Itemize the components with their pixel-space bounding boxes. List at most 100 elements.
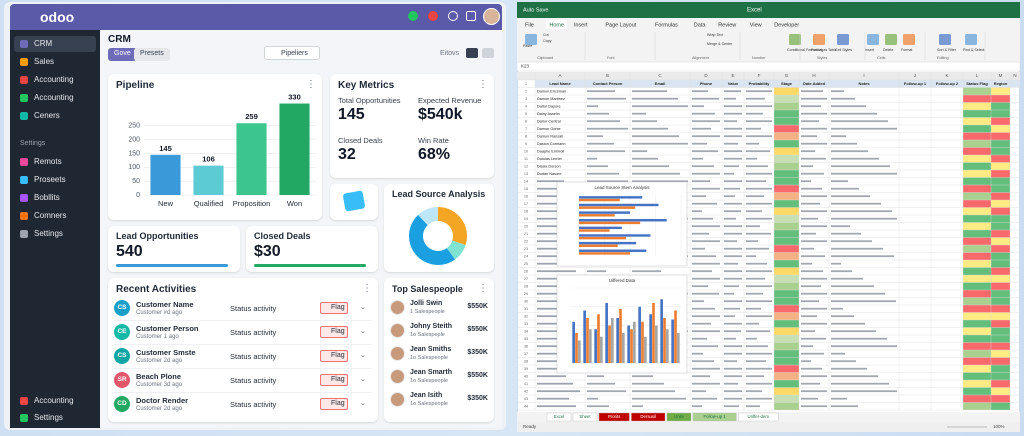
- region-cell: [991, 282, 1010, 290]
- status-cell: [963, 222, 991, 230]
- cell-placeholder: [831, 285, 874, 288]
- bar: [579, 234, 651, 237]
- nav-item[interactable]: Accounting: [34, 75, 74, 84]
- sheet-tab-label[interactable]: Units: [674, 414, 684, 419]
- cell-placeholder: [537, 217, 563, 220]
- nav-item[interactable]: Settings: [34, 229, 63, 238]
- ribbon-button[interactable]: Find & Select: [963, 48, 984, 52]
- view-toggle[interactable]: [466, 48, 478, 58]
- ribbon-tab[interactable]: Data: [694, 22, 707, 28]
- nav-item[interactable]: Remots: [34, 157, 62, 166]
- ribbon-tab[interactable]: Formulas: [655, 22, 678, 28]
- flag-button[interactable]: Flag: [320, 326, 348, 338]
- apps-icon[interactable]: [466, 11, 476, 21]
- cell-placeholder: [831, 120, 888, 123]
- sheet-tab[interactable]: [546, 412, 572, 422]
- region-cell: [991, 297, 1010, 305]
- cell-placeholder: [831, 180, 848, 183]
- sheet-tab-label[interactable]: Excel: [554, 414, 565, 419]
- sheet-tab[interactable]: [572, 412, 598, 422]
- nav-item[interactable]: Sales: [34, 57, 55, 66]
- notification-icon[interactable]: [428, 11, 438, 21]
- ribbon-button[interactable]: Format as Table: [811, 48, 837, 52]
- cell-placeholder: [746, 307, 761, 310]
- row-number: 8: [525, 134, 527, 138]
- chevron[interactable]: ⌄: [360, 400, 366, 407]
- sheet-tab[interactable]: [666, 412, 692, 422]
- chevron[interactable]: ⌄: [360, 304, 366, 311]
- bar: [579, 214, 615, 217]
- ribbon-button[interactable]: Cut: [543, 33, 549, 37]
- region-cell: [991, 140, 1010, 148]
- nav-item[interactable]: Comners: [34, 211, 67, 220]
- ribbon-tab[interactable]: Developer: [774, 22, 799, 28]
- ribbon-button[interactable]: Wrap Text: [707, 33, 723, 37]
- row-number: 43: [524, 397, 528, 401]
- bar: [236, 123, 267, 195]
- ribbon-button[interactable]: Copy: [543, 39, 552, 43]
- stage-cell: [774, 260, 799, 268]
- row-number: 28: [524, 284, 528, 288]
- ribbon-button[interactable]: Insert: [865, 48, 874, 52]
- menu[interactable]: ⋮: [478, 79, 488, 90]
- nav-item[interactable]: Accounting: [34, 93, 74, 102]
- button[interactable]: Presets: [134, 48, 170, 61]
- nav-item[interactable]: Ceners: [34, 111, 60, 120]
- ribbon-tab[interactable]: Review: [718, 22, 736, 28]
- ribbon-tab[interactable]: Page Layout: [605, 22, 636, 28]
- flag-button[interactable]: Flag: [320, 350, 348, 362]
- stage-cell: [774, 372, 799, 380]
- button[interactable]: Gove: [108, 48, 137, 61]
- sheet-tab[interactable]: [598, 412, 630, 422]
- search[interactable]: Eitovs: [440, 50, 460, 57]
- ribbon-tab[interactable]: File: [525, 22, 534, 28]
- region-cell: [991, 335, 1010, 343]
- ribbon-button[interactable]: Format: [901, 48, 912, 52]
- help-icon[interactable]: [448, 11, 458, 21]
- ribbon-button[interactable]: Sort & Filter: [937, 48, 957, 52]
- nav-item[interactable]: Settings: [34, 413, 63, 422]
- sheet-tab[interactable]: [692, 412, 737, 422]
- cell-placeholder: [587, 270, 606, 273]
- cell-placeholder: [724, 142, 738, 145]
- ribbon-tab[interactable]: Home: [549, 22, 564, 28]
- ribbon-button[interactable]: Conditional Formatting: [787, 48, 823, 52]
- menu[interactable]: ⋮: [478, 283, 488, 294]
- sheet-tab[interactable]: [631, 412, 666, 422]
- ribbon-tab[interactable]: View: [750, 22, 762, 28]
- sheet-tab-label[interactable]: Sheet: [579, 414, 591, 419]
- divider: [114, 344, 372, 345]
- cell-placeholder: [724, 360, 737, 363]
- chevron[interactable]: ⌄: [360, 328, 366, 335]
- sheet-tab-label[interactable]: Prorits: [608, 414, 620, 419]
- cell-placeholder: [801, 360, 811, 363]
- sheet-tab-label[interactable]: Dersusil: [640, 414, 656, 419]
- chevron[interactable]: ⌄: [360, 352, 366, 359]
- sheet-tab-label[interactable]: Follow-up 1: [703, 414, 726, 419]
- cell-placeholder: [831, 262, 841, 265]
- avatar[interactable]: [483, 8, 500, 25]
- menu[interactable]: ⋮: [306, 79, 316, 90]
- stage-cell: [774, 297, 799, 305]
- filter-dropdown[interactable]: Pipeliers: [264, 46, 320, 60]
- flag-button[interactable]: Flag: [320, 302, 348, 314]
- nav-item[interactable]: Proseets: [34, 175, 66, 184]
- sheet-tab-label[interactable]: Unffer-dem: [747, 414, 769, 419]
- flag-button[interactable]: Flag: [320, 374, 348, 386]
- nav-item[interactable]: CRM: [34, 39, 53, 48]
- ribbon-button[interactable]: Paste: [523, 44, 532, 48]
- sheet-tab[interactable]: [737, 412, 779, 422]
- view-toggle[interactable]: [482, 48, 494, 58]
- ribbon-tab[interactable]: Insert: [574, 22, 588, 28]
- nav-item[interactable]: Accounting: [34, 396, 74, 405]
- chevron[interactable]: ⌄: [360, 376, 366, 383]
- nav-item[interactable]: Bobllits: [34, 193, 60, 202]
- flag-button[interactable]: Flag: [320, 398, 348, 410]
- ribbon-button[interactable]: Delete: [883, 48, 893, 52]
- chat-icon[interactable]: [408, 11, 418, 21]
- cell-placeholder: [746, 292, 763, 295]
- menu[interactable]: ⋮: [362, 283, 372, 294]
- ribbon-button[interactable]: Cell Styles: [835, 48, 852, 52]
- zoom-level: 100%: [993, 424, 1005, 429]
- ribbon-button[interactable]: Merge & Center: [707, 42, 733, 46]
